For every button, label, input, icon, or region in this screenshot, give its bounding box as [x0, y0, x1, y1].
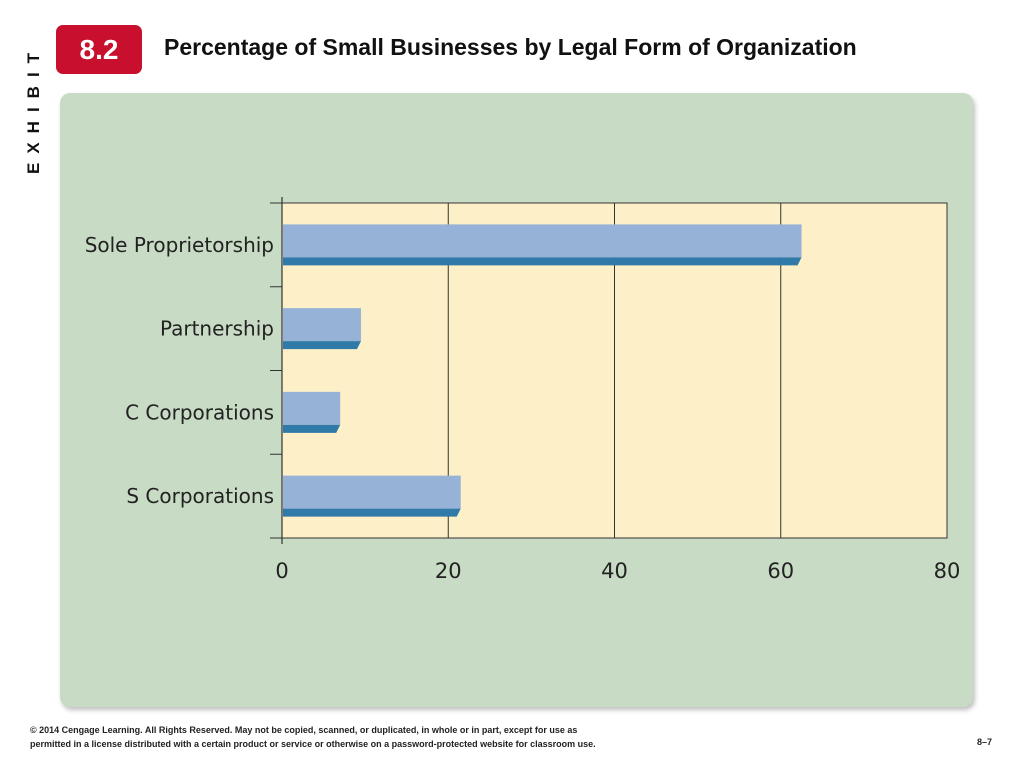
- category-label-1: Partnership: [160, 317, 274, 341]
- page-title: Percentage of Small Businesses by Legal …: [164, 34, 857, 60]
- bar-2: [283, 391, 341, 425]
- x-tick-label-40: 40: [601, 559, 628, 583]
- bar-3: [283, 475, 461, 509]
- x-tick-label-80: 80: [934, 559, 961, 583]
- bar-shadow-1: [283, 341, 361, 350]
- exhibit-label-text: EXHIBIT: [24, 44, 43, 174]
- bar-shadow-3: [283, 508, 461, 517]
- copyright-line-1: © 2014 Cengage Learning. All Rights Rese…: [30, 725, 578, 735]
- copyright-line-2: permitted in a license distributed with …: [30, 739, 596, 749]
- copyright-footer: © 2014 Cengage Learning. All Rights Rese…: [30, 723, 750, 751]
- bar-shadow-2: [283, 424, 341, 433]
- category-label-3: S Corporations: [126, 484, 274, 508]
- category-label-0: Sole Proprietorship: [85, 233, 274, 257]
- exhibit-number-badge: 8.2: [56, 25, 142, 74]
- bar-shadow-0: [283, 257, 802, 266]
- bar-0: [283, 224, 802, 258]
- category-label-2: C Corporations: [125, 400, 274, 424]
- x-tick-label-20: 20: [435, 559, 462, 583]
- page-number: 8–7: [976, 737, 992, 747]
- x-tick-label-0: 0: [275, 559, 288, 583]
- x-tick-label-60: 60: [767, 559, 794, 583]
- exhibit-label: EXHIBIT: [14, 18, 50, 178]
- bar-1: [283, 308, 361, 342]
